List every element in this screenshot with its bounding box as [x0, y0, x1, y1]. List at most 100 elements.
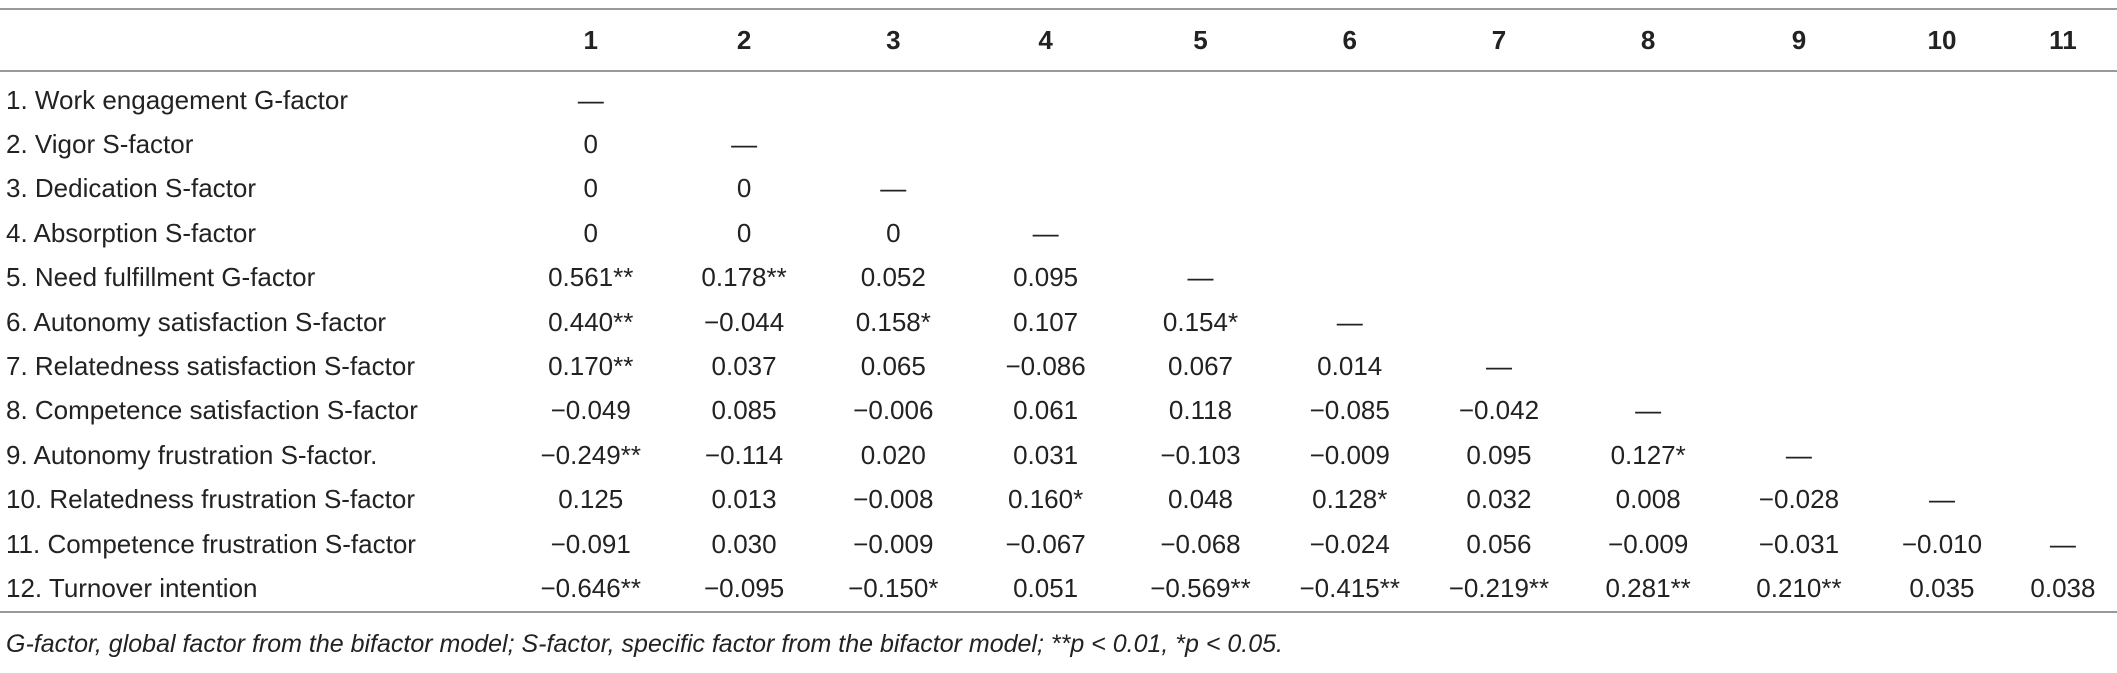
column-header: 4: [965, 8, 1126, 72]
table-cell: —: [1785, 439, 1812, 470]
table-cell: 0.013: [711, 484, 777, 515]
table-cell: 0.085: [711, 395, 777, 426]
table-cell: [821, 122, 965, 166]
table-cell: −0.008: [853, 484, 934, 515]
table-cell: −0.067: [1005, 528, 1086, 559]
table-cell: [2009, 433, 2117, 477]
table-cell: −0.086: [1005, 351, 1086, 382]
table-cell: 0.440**: [548, 306, 634, 337]
table-cell: [667, 71, 821, 122]
table-cell: −0.044: [703, 306, 785, 337]
row-label: 7. Relatedness satisfaction S-factor: [6, 351, 415, 382]
table-cell: [965, 122, 1126, 166]
table-cell: −0.150*: [821, 566, 966, 613]
column-header: [0, 8, 515, 72]
table-cell: [1875, 344, 2009, 388]
table-cell: —: [1635, 395, 1662, 426]
table-cell: 0.032: [1466, 484, 1532, 515]
table-row: 9. Autonomy frustration S-factor. −0.249*…: [0, 433, 2117, 477]
table-cell: 0.030: [711, 528, 777, 559]
column-header: 2: [666, 8, 822, 72]
table-cell: −0.009: [1608, 528, 1689, 559]
table-cell: [1275, 211, 1424, 255]
table-cell: [1574, 167, 1723, 211]
table-cell: 0.008: [1615, 484, 1681, 515]
table-row: 12. Turnover intention −0.646** −0.095 −0.1…: [0, 566, 2117, 613]
table-cell: −0.646**: [514, 566, 667, 613]
table-cell: [1574, 256, 1723, 300]
table-cell: 0.125: [558, 484, 624, 515]
table-cell: 0: [736, 217, 752, 248]
table-cell: [2009, 389, 2117, 433]
table-cell: −0.085: [1309, 395, 1390, 426]
table-cell: 0.178**: [701, 262, 787, 293]
table-cell: 0.038: [2008, 566, 2117, 613]
table-cell: 0.095: [1466, 439, 1532, 470]
table-cell: −0.415**: [1275, 566, 1425, 613]
table-cell: 0.158*: [855, 306, 931, 337]
table-cell: 0: [583, 173, 598, 204]
table-cell: [1574, 122, 1723, 166]
column-header: 10: [1875, 8, 2009, 72]
row-label: 6. Autonomy satisfaction S-factor: [6, 306, 387, 337]
table-cell: 0: [583, 129, 598, 160]
table-cell: —: [1336, 306, 1363, 337]
table-cell: [1875, 389, 2009, 433]
table-cell: [1875, 433, 2009, 477]
table-cell: [1574, 344, 1723, 388]
row-label: 12. Turnover intention: [0, 566, 515, 613]
table-cell: −0.068: [1160, 528, 1241, 559]
table-cell: [1126, 122, 1275, 166]
table-cell: 0.048: [1167, 484, 1234, 515]
table-cell: 0.031: [1013, 439, 1079, 470]
table-cell: 0.065: [860, 351, 926, 382]
table-row: 3. Dedication S-factor 0 0 —: [0, 167, 2117, 211]
table-cell: 0.154*: [1162, 306, 1239, 337]
table-cell: 0.127*: [1610, 439, 1686, 470]
row-label: 2. Vigor S-factor: [6, 129, 194, 160]
table-cell: [1723, 256, 1875, 300]
row-label: 4. Absorption S-factor: [6, 217, 257, 248]
table-cell: [1723, 167, 1875, 211]
table-cell: [821, 71, 965, 122]
table-cell: [1126, 167, 1275, 211]
table-cell: [1875, 300, 2009, 344]
header-row: 1 2 3 4 5 6 7 8 9 10 11: [0, 8, 2117, 72]
table-row: 10. Relatedness frustration S-factor 0.12…: [0, 478, 2117, 522]
table-cell: 0.281**: [1573, 566, 1723, 613]
table-cell: −0.249**: [540, 439, 641, 470]
table-cell: [1275, 256, 1424, 300]
table-cell: 0.020: [860, 439, 926, 470]
table-cell: [2009, 344, 2117, 388]
table-cell: −0.028: [1758, 484, 1840, 515]
table-cell: —: [1928, 484, 1955, 515]
table-row: 4. Absorption S-factor 0 0 0 —: [0, 211, 2117, 255]
table-cell: [1875, 167, 2009, 211]
row-label: 10. Relatedness frustration S-factor: [6, 484, 415, 515]
table-cell: [1723, 300, 1875, 344]
column-header: 5: [1125, 8, 1276, 72]
column-header: 3: [821, 8, 966, 72]
row-label: 3. Dedication S-factor: [6, 173, 257, 204]
table-cell: 0: [886, 217, 901, 248]
table-cell: [1424, 300, 1573, 344]
table-cell: [2009, 478, 2117, 522]
table-cell: −0.219**: [1424, 566, 1574, 613]
table-cell: −0.049: [550, 395, 631, 426]
table-cell: −0.569**: [1125, 566, 1276, 613]
table-cell: −0.095: [666, 566, 822, 613]
row-label: 11. Competence frustration S-factor: [6, 528, 416, 559]
column-header: 1: [514, 8, 667, 72]
table-cell: 0.160*: [1008, 484, 1084, 515]
table-cell: 0.067: [1167, 351, 1234, 382]
table-cell: −0.024: [1309, 528, 1390, 559]
table-cell: —: [577, 84, 604, 115]
table-cell: 0.561**: [548, 262, 634, 293]
table-cell: —: [880, 173, 907, 204]
column-header: 8: [1573, 8, 1723, 72]
table-cell: [2009, 122, 2117, 166]
table-cell: 0.118: [1168, 395, 1233, 426]
table-cell: [1126, 211, 1275, 255]
table-row: 6. Autonomy satisfaction S-factor 0.440**…: [0, 300, 2117, 344]
table-cell: 0: [583, 217, 598, 248]
